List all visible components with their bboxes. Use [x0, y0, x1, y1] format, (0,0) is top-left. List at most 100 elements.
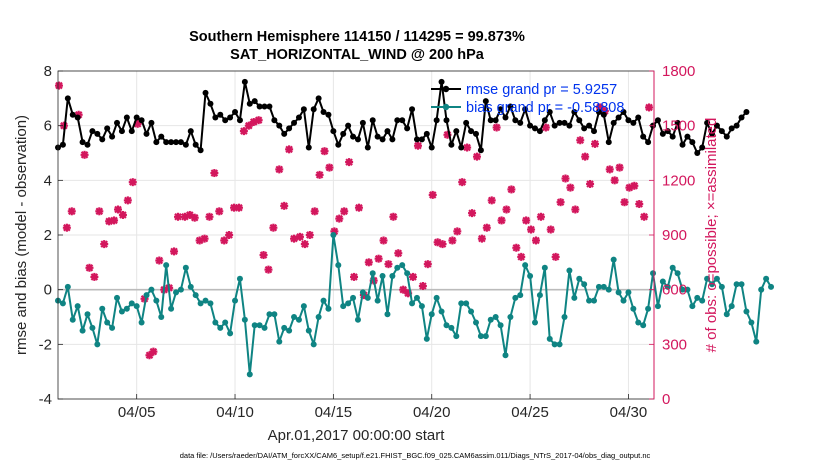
bias-point: [458, 300, 465, 307]
bias-point: [502, 352, 509, 359]
obs-count-stroke: [522, 216, 530, 225]
rmse-point: [256, 103, 263, 110]
obs-count-stroke: [225, 231, 233, 239]
rmse-point: [684, 133, 691, 140]
rmse-point: [241, 78, 248, 85]
obs-count-marker: [354, 203, 363, 212]
bias-point: [217, 324, 224, 331]
bias-point: [300, 303, 307, 310]
bias-point: [571, 294, 578, 301]
bias-point: [305, 327, 312, 334]
obs-count-stroke: [67, 207, 76, 216]
bias-point: [236, 275, 243, 282]
obs-count-stroke: [200, 234, 209, 243]
bias-point: [605, 286, 612, 293]
obs-count-marker: [280, 201, 289, 210]
bias-point: [748, 319, 755, 326]
bias-point: [158, 314, 165, 320]
rmse-point: [59, 141, 66, 148]
rmse-point: [561, 119, 568, 126]
obs-count-marker: [234, 203, 243, 212]
bias-point: [551, 341, 558, 348]
rmse-point: [718, 128, 725, 135]
obs-count-stroke: [551, 253, 560, 261]
bias-point: [69, 316, 76, 323]
rmse-point: [197, 147, 204, 154]
rmse-point: [728, 125, 735, 132]
bias-point: [713, 275, 720, 282]
rmse-point: [694, 150, 701, 156]
obs-count-marker: [487, 196, 496, 205]
bias-point: [143, 292, 150, 299]
obs-count-stroke: [340, 207, 348, 216]
obs-count-marker: [590, 139, 599, 148]
obs-count-stroke: [365, 258, 373, 267]
y-tick-label: 2: [44, 227, 52, 244]
rmse-point: [645, 139, 652, 146]
bias-point: [527, 273, 534, 279]
obs-count-marker: [492, 123, 501, 132]
rmse-point: [300, 106, 307, 113]
bias-point: [448, 324, 455, 331]
rmse-point: [610, 119, 617, 126]
bias-point: [669, 264, 676, 271]
obs-count-marker: [409, 272, 418, 281]
rmse-point: [379, 136, 386, 143]
obs-count-stroke: [453, 227, 462, 236]
rmse-point: [207, 100, 214, 107]
obs-count-marker: [205, 212, 214, 221]
bias-point: [359, 289, 366, 296]
bias-point: [89, 324, 96, 331]
obs-count-marker: [275, 165, 284, 174]
rmse-point: [659, 130, 666, 137]
rmse-point: [158, 133, 165, 140]
obs-count-stroke: [350, 273, 358, 281]
bias-point: [472, 319, 479, 326]
obs-count-marker: [315, 170, 324, 179]
bias-point: [364, 294, 371, 301]
bias-point: [394, 264, 401, 271]
bias-point: [99, 305, 106, 312]
rmse-point: [591, 128, 598, 135]
rmse-point: [600, 111, 607, 118]
bias-point: [173, 289, 180, 296]
obs-count-marker: [210, 169, 219, 178]
obs-count-marker: [645, 103, 654, 112]
obs-count-marker: [220, 236, 229, 245]
obs-count-stroke: [546, 225, 555, 234]
bias-point: [694, 294, 701, 301]
obs-count-stroke: [379, 236, 388, 245]
bias-point: [738, 281, 745, 288]
bias-point: [763, 275, 770, 282]
obs-count-stroke: [483, 223, 491, 232]
rmse-point: [605, 139, 612, 146]
obs-count-stroke: [468, 209, 476, 217]
bias-point: [654, 303, 661, 310]
obs-count-marker: [269, 223, 278, 232]
rmse-point: [713, 122, 720, 129]
bias-point: [64, 283, 71, 290]
obs-count-stroke: [355, 203, 363, 212]
obs-count-stroke: [463, 143, 471, 152]
rmse-point: [399, 117, 406, 124]
obs-count-stroke: [517, 253, 526, 261]
rmse-point: [669, 133, 676, 140]
obs-count-stroke: [448, 236, 457, 245]
bias-point: [320, 297, 327, 304]
obs-count-stroke: [591, 140, 599, 148]
rmse-point: [423, 130, 430, 137]
obs-count-stroke: [90, 273, 99, 281]
rmse-point: [468, 128, 475, 135]
obs-count-stroke: [556, 198, 565, 206]
bias-point: [192, 292, 199, 299]
obs-count-stroke: [149, 347, 158, 356]
obs-count-stroke: [95, 207, 104, 216]
obs-count-marker: [170, 247, 179, 256]
rmse-point: [192, 141, 199, 148]
rmse-point: [654, 117, 661, 124]
obs-count-marker: [80, 150, 89, 159]
rmse-point: [374, 133, 381, 140]
obs-count-stroke: [315, 171, 324, 179]
obs-count-marker: [517, 252, 526, 261]
obs-count-stroke: [210, 169, 219, 177]
